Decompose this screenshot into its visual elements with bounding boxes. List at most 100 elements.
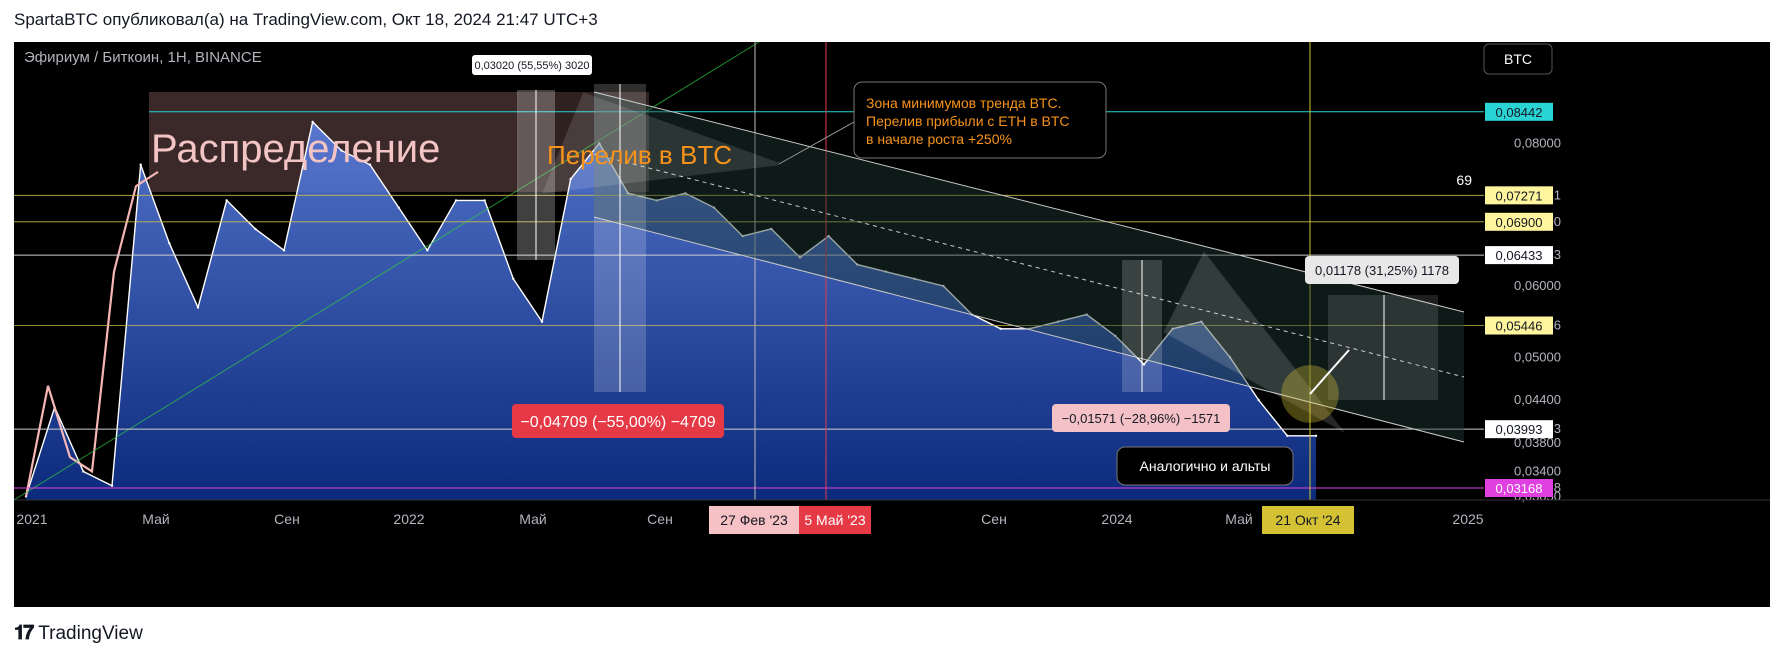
- price-label-box: [1485, 186, 1553, 205]
- price-point: [368, 163, 372, 166]
- price-point: [512, 277, 515, 281]
- similar-alts-label: Аналогично и альты: [1140, 458, 1271, 474]
- price-point: [712, 206, 716, 209]
- x-axis-tick: Май: [142, 511, 169, 527]
- price-point: [1314, 434, 1318, 437]
- long-trendline: [14, 42, 760, 501]
- brand[interactable]: 𝟏𝟕 TradingView: [14, 622, 143, 645]
- brand-name: TradingView: [38, 622, 143, 644]
- price-label-box: [1485, 246, 1553, 265]
- measure-up-label-box: [1305, 256, 1459, 284]
- zone-callout-line: в начале роста +250%: [866, 131, 1012, 147]
- y-axis-tick: 0,05000: [1514, 349, 1561, 364]
- y-axis-tick: 0,08000: [1514, 135, 1561, 150]
- measure-drop2-label-box: [1052, 404, 1230, 432]
- x-axis-tick: Май: [1225, 511, 1252, 527]
- price-point: [454, 199, 458, 202]
- channel-lower-line: [593, 216, 1465, 443]
- descending-channel: [594, 92, 1464, 442]
- price-point: [340, 149, 343, 152]
- x-axis-tick: 2022: [393, 511, 424, 527]
- zone-callout-line: Зона минимумов тренда BTC.: [866, 95, 1061, 111]
- moving-average-line: [24, 170, 159, 497]
- price-point: [397, 206, 400, 209]
- price-point: [770, 227, 773, 231]
- measure-top-label: 0,03020 (55,55%) 3020: [475, 60, 590, 72]
- price-point: [1286, 434, 1289, 437]
- price-point: [856, 263, 859, 266]
- price-point: [254, 227, 257, 231]
- price-point: [913, 277, 916, 281]
- price-point: [598, 142, 601, 145]
- price-label: 0,06433: [1496, 248, 1543, 263]
- x-axis-tick: 2021: [16, 511, 47, 527]
- price-label: 0,03993: [1496, 422, 1543, 437]
- y-axis-tick: 0,04400: [1514, 392, 1561, 407]
- zone-callout-line: Перелив прибыли с ETH в BTC: [866, 113, 1070, 129]
- price-point: [1228, 356, 1232, 359]
- price-label-box: [1485, 479, 1553, 498]
- price-point: [741, 234, 744, 238]
- x-axis-tick: Сен: [981, 511, 1007, 527]
- price-point: [626, 192, 630, 195]
- distribution-label: Распределение: [151, 127, 440, 171]
- price-point: [196, 306, 200, 309]
- price-point: [1257, 398, 1260, 402]
- price-label-box: [1485, 212, 1553, 231]
- x-axis-tick: Май: [519, 511, 546, 527]
- price-point: [999, 327, 1002, 330]
- date-label: 5 Май '23: [804, 512, 865, 528]
- price-point: [684, 192, 687, 195]
- price-point: [1085, 313, 1088, 316]
- chart-frame[interactable]: Эфириум / Биткоин, 1Н, BINANCE BTC Распред…: [14, 42, 1770, 607]
- measure-up-bar: [1328, 295, 1438, 400]
- publication-caption: SpartaBTC опубликовал(а) на TradingView.…: [14, 10, 598, 29]
- price-area: [26, 121, 1316, 500]
- measure-drop-label: −0,04709 (−55,00%) −4709: [520, 414, 715, 431]
- price-point: [1171, 327, 1174, 330]
- price-label: 0,06900: [1496, 215, 1543, 230]
- price-label: 0,03168: [1496, 481, 1543, 496]
- price-point: [942, 284, 945, 288]
- price-point: [426, 249, 429, 252]
- price-label: 0,08442: [1496, 105, 1543, 120]
- measure-up-label: 0,01178 (31,25%) 1178: [1315, 263, 1449, 278]
- channel-mid-line: [593, 153, 1465, 378]
- wedge-pattern-2: [1163, 251, 1345, 433]
- measure-drop2-label: −0,01571 (−28,96%) −1571: [1062, 411, 1221, 426]
- x-axis-tick: Сен: [274, 511, 300, 527]
- price-point: [483, 199, 486, 202]
- currency-button-label: BTC: [1504, 51, 1532, 67]
- price-point: [225, 199, 228, 202]
- price-label-box: [1485, 102, 1553, 121]
- price-label-box: [1485, 420, 1553, 439]
- price-point: [540, 320, 544, 323]
- price-point: [1142, 363, 1146, 366]
- price-point: [110, 484, 114, 487]
- price-point: [1200, 320, 1203, 323]
- flow-btc-label: Перелив в BTC: [547, 140, 732, 170]
- currency-button[interactable]: [1483, 43, 1553, 75]
- price-point: [1056, 320, 1060, 323]
- price-point: [884, 270, 888, 273]
- zone-callout-pointer: [778, 121, 855, 165]
- price-label-box: [1485, 316, 1553, 335]
- x-axis-tick: 2024: [1101, 511, 1132, 527]
- date-label-box: [709, 506, 799, 534]
- measure-drop-label-box: [512, 404, 724, 438]
- similar-alts-box: [1116, 446, 1294, 486]
- y-axis-tick: 0,06000: [1514, 278, 1561, 293]
- price-point: [139, 163, 142, 166]
- price-chart[interactable]: Эфириум / Биткоин, 1Н, BINANCE BTC Распред…: [14, 42, 1770, 607]
- y-axis-tick: 0,03800: [1514, 435, 1561, 450]
- price-point: [282, 249, 286, 252]
- price-point: [798, 256, 802, 259]
- price-point: [569, 177, 572, 181]
- price-point: [82, 470, 85, 473]
- symbol-title: Эфириум / Биткоин, 1Н, BINANCE: [24, 49, 262, 66]
- price-label: 0,05446: [1496, 319, 1543, 334]
- date-label-box: [1262, 506, 1354, 534]
- price-point: [311, 120, 314, 124]
- number-69: 69: [1456, 172, 1472, 188]
- breakout-arrow: [1309, 349, 1350, 395]
